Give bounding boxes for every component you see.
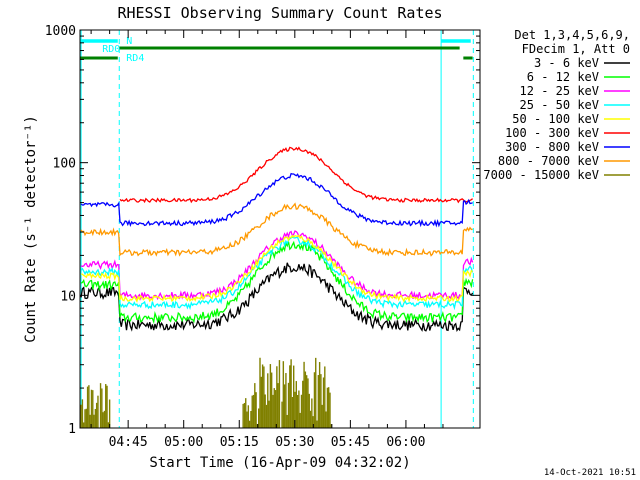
x-tick-label-2: 05:15	[220, 435, 259, 450]
series-7	[80, 202, 473, 257]
y-axis-label: Count Rate (s⁻¹ detector⁻¹)	[23, 115, 39, 343]
legend-label-2: 12 - 25 keV	[520, 84, 599, 98]
x-tick-label-0: 04:45	[109, 435, 148, 450]
x-tick-label-3: 05:30	[275, 435, 314, 450]
y-tick-label-1: 10	[60, 289, 76, 304]
legend: Det 1,3,4,5,6,9, FDecim 1, Att 0 3 - 6 k…	[483, 28, 630, 182]
x-tick-label-4: 05:45	[331, 435, 370, 450]
y-tick-label-3: 1000	[45, 24, 76, 39]
plot-area	[80, 30, 474, 428]
series-4	[80, 234, 473, 303]
series-6	[80, 172, 473, 228]
legend-label-5: 100 - 300 keV	[505, 126, 599, 140]
series-2	[80, 230, 474, 301]
legend-label-0: 3 - 6 keV	[534, 56, 599, 70]
legend-label-1: 6 - 12 keV	[527, 70, 599, 84]
series-3	[80, 236, 474, 311]
series-1	[80, 239, 474, 325]
y-tick-label-0: 1	[68, 422, 76, 437]
y-tick-label-2: 100	[53, 157, 76, 172]
series-8	[80, 357, 332, 428]
legend-label-3: 25 - 50 keV	[520, 98, 599, 112]
series-0	[80, 262, 474, 332]
annotation-rd4: RD4	[126, 53, 144, 64]
plot-frame	[79, 29, 481, 429]
annotation-rd0: RD0	[102, 44, 120, 55]
legend-label-4: 50 - 100 keV	[512, 112, 599, 126]
x-tick-label-1: 05:00	[164, 435, 203, 450]
x-axis-label: Start Time (16-Apr-09 04:32:02)	[149, 455, 410, 471]
footer-date: 14-Oct-2021 10:51	[544, 468, 636, 478]
status-bars: N RD0 RD4	[80, 36, 473, 64]
axes: 1 10 100 1000 04:45 05:00 05:15 05:30 05:45 06:00	[45, 24, 481, 450]
series-5	[119, 146, 473, 204]
chart-title: RHESSI Observing Summary Count Rates	[117, 4, 442, 22]
x-tick-label-5: 06:00	[386, 435, 425, 450]
legend-label-6: 300 - 800 keV	[505, 140, 599, 154]
legend-header-line-1: Det 1,3,4,5,6,9,	[514, 28, 630, 42]
legend-header-line-2: FDecim 1, Att 0	[522, 42, 630, 56]
legend-label-7: 800 - 7000 keV	[498, 154, 599, 168]
legend-label-8: 7000 - 15000 keV	[483, 168, 599, 182]
annotation-n: N	[126, 36, 132, 47]
